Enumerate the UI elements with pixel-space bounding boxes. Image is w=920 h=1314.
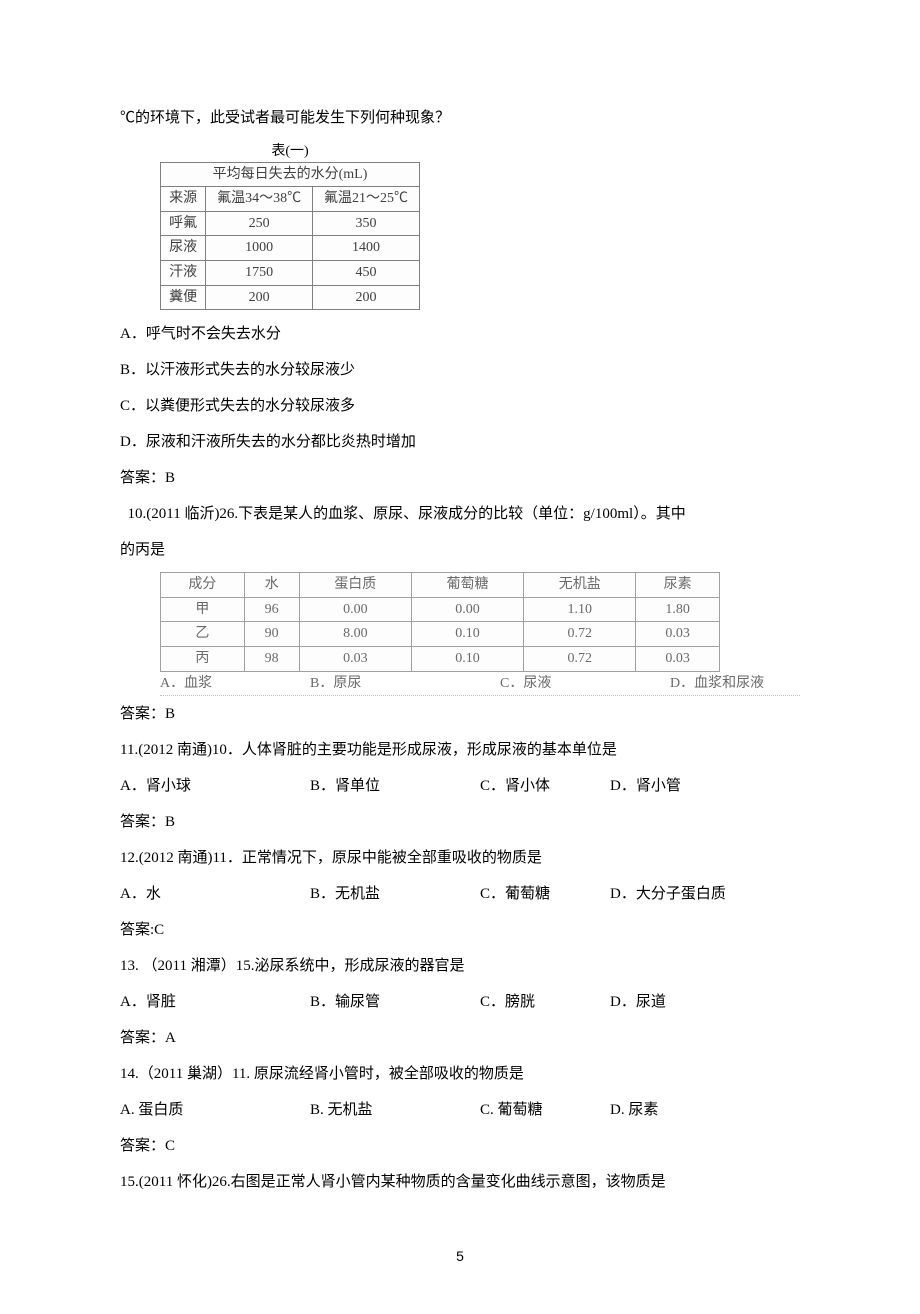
table-1-col-0: 来源 (161, 187, 206, 212)
q11-option-a: A．肾小球 (120, 768, 310, 804)
table-2-col-2: 蛋白质 (299, 573, 411, 598)
table-1-container: 表(一) 平均每日失去的水分(mL) 来源 氟温34～38℃ 氟温21～25℃ … (160, 142, 800, 310)
q14-option-a: A. 蛋白质 (120, 1092, 310, 1128)
answer-text: 答案：C (120, 1128, 800, 1164)
q13-stem: 13. （2011 湘潭）15.泌尿系统中，形成尿液的器官是 (120, 948, 800, 984)
table-row: 丙 98 0.03 0.10 0.72 0.03 (161, 646, 720, 671)
table-2-col-3: 葡萄糖 (411, 573, 523, 598)
table-row: 呼氟 250 350 (161, 211, 420, 236)
q13-options: A．肾脏 B．输尿管 C．膀胱 D．尿道 (120, 984, 800, 1020)
t2-option-c: C．尿液 (500, 674, 670, 694)
q11-option-c: C．肾小体 (480, 768, 610, 804)
answer-text: 答案：B (120, 804, 800, 840)
table-row: 乙 90 8.00 0.10 0.72 0.03 (161, 622, 720, 647)
q11-option-d: D．肾小管 (610, 768, 681, 804)
page-number: 5 (120, 1240, 800, 1274)
table-2-col-5: 尿素 (636, 573, 720, 598)
option-b: B．以汗液形式失去的水分较尿液少 (120, 352, 800, 388)
q12-option-a: A．水 (120, 876, 310, 912)
table-2-col-0: 成分 (161, 573, 245, 598)
table-row: 尿液 1000 1400 (161, 236, 420, 261)
answer-text: 答案：B (120, 696, 800, 732)
q10-stem-line2: 的丙是 (120, 532, 800, 568)
option-a: A．呼气时不会失去水分 (120, 316, 800, 352)
table-2-col-1: 水 (244, 573, 299, 598)
context-line: ℃的环境下，此受试者最可能发生下列何种现象？ (120, 100, 800, 136)
table-2-container: 成分 水 蛋白质 葡萄糖 无机盐 尿素 甲 96 0.00 0.00 1.10 … (160, 572, 800, 696)
table-1-caption: 表(一) (160, 142, 420, 162)
q13-option-b: B．输尿管 (310, 984, 480, 1020)
q10-stem-line1: 10.(2011 临沂)26.下表是某人的血浆、原尿、尿液成分的比较（单位：g/… (120, 496, 800, 532)
q12-option-d: D．大分子蛋白质 (610, 876, 726, 912)
q12-stem: 12.(2012 南通)11．正常情况下，原尿中能被全部重吸收的物质是 (120, 840, 800, 876)
q12-options: A．水 B．无机盐 C．葡萄糖 D．大分子蛋白质 (120, 876, 800, 912)
q13-option-a: A．肾脏 (120, 984, 310, 1020)
q14-options: A. 蛋白质 B. 无机盐 C. 葡萄糖 D. 尿素 (120, 1092, 800, 1128)
t2-option-d: D．血浆和尿液 (670, 674, 764, 694)
option-c: C．以粪便形式失去的水分较尿液多 (120, 388, 800, 424)
table-row: 甲 96 0.00 0.00 1.10 1.80 (161, 597, 720, 622)
q15-stem: 15.(2011 怀化)26.右图是正常人肾小管内某种物质的含量变化曲线示意图，… (120, 1164, 800, 1200)
answer-text: 答案：A (120, 1020, 800, 1056)
q14-option-d: D. 尿素 (610, 1092, 658, 1128)
table-2-col-4: 无机盐 (524, 573, 636, 598)
table-row: 糞便 200 200 (161, 285, 420, 310)
q14-option-c: C. 葡萄糖 (480, 1092, 610, 1128)
table-1-header-merged: 平均每日失去的水分(mL) (161, 162, 420, 187)
q11-stem: 11.(2012 南通)10．人体肾脏的主要功能是形成尿液，形成尿液的基本单位是 (120, 732, 800, 768)
q12-option-c: C．葡萄糖 (480, 876, 610, 912)
q13-option-c: C．膀胱 (480, 984, 610, 1020)
option-d: D．尿液和汗液所失去的水分都比炎热时增加 (120, 424, 800, 460)
table-2: 成分 水 蛋白质 葡萄糖 无机盐 尿素 甲 96 0.00 0.00 1.10 … (160, 572, 720, 671)
q13-option-d: D．尿道 (610, 984, 666, 1020)
table-1: 平均每日失去的水分(mL) 来源 氟温34～38℃ 氟温21～25℃ 呼氟 25… (160, 162, 420, 311)
table-row: 汗液 1750 450 (161, 260, 420, 285)
q14-stem: 14.（2011 巢湖）11. 原尿流经肾小管时，被全部吸收的物质是 (120, 1056, 800, 1092)
t2-option-b: B．原尿 (310, 674, 500, 694)
table-1-col-2: 氟温21～25℃ (313, 187, 420, 212)
answer-text: 答案：B (120, 460, 800, 496)
answer-text: 答案:C (120, 912, 800, 948)
q11-options: A．肾小球 B．肾单位 C．肾小体 D．肾小管 (120, 768, 800, 804)
q12-option-b: B．无机盐 (310, 876, 480, 912)
q14-option-b: B. 无机盐 (310, 1092, 480, 1128)
table-1-col-1: 氟温34～38℃ (206, 187, 313, 212)
table-2-options: A．血浆 B．原尿 C．尿液 D．血浆和尿液 (160, 674, 800, 697)
t2-option-a: A．血浆 (160, 674, 310, 694)
q11-option-b: B．肾单位 (310, 768, 480, 804)
